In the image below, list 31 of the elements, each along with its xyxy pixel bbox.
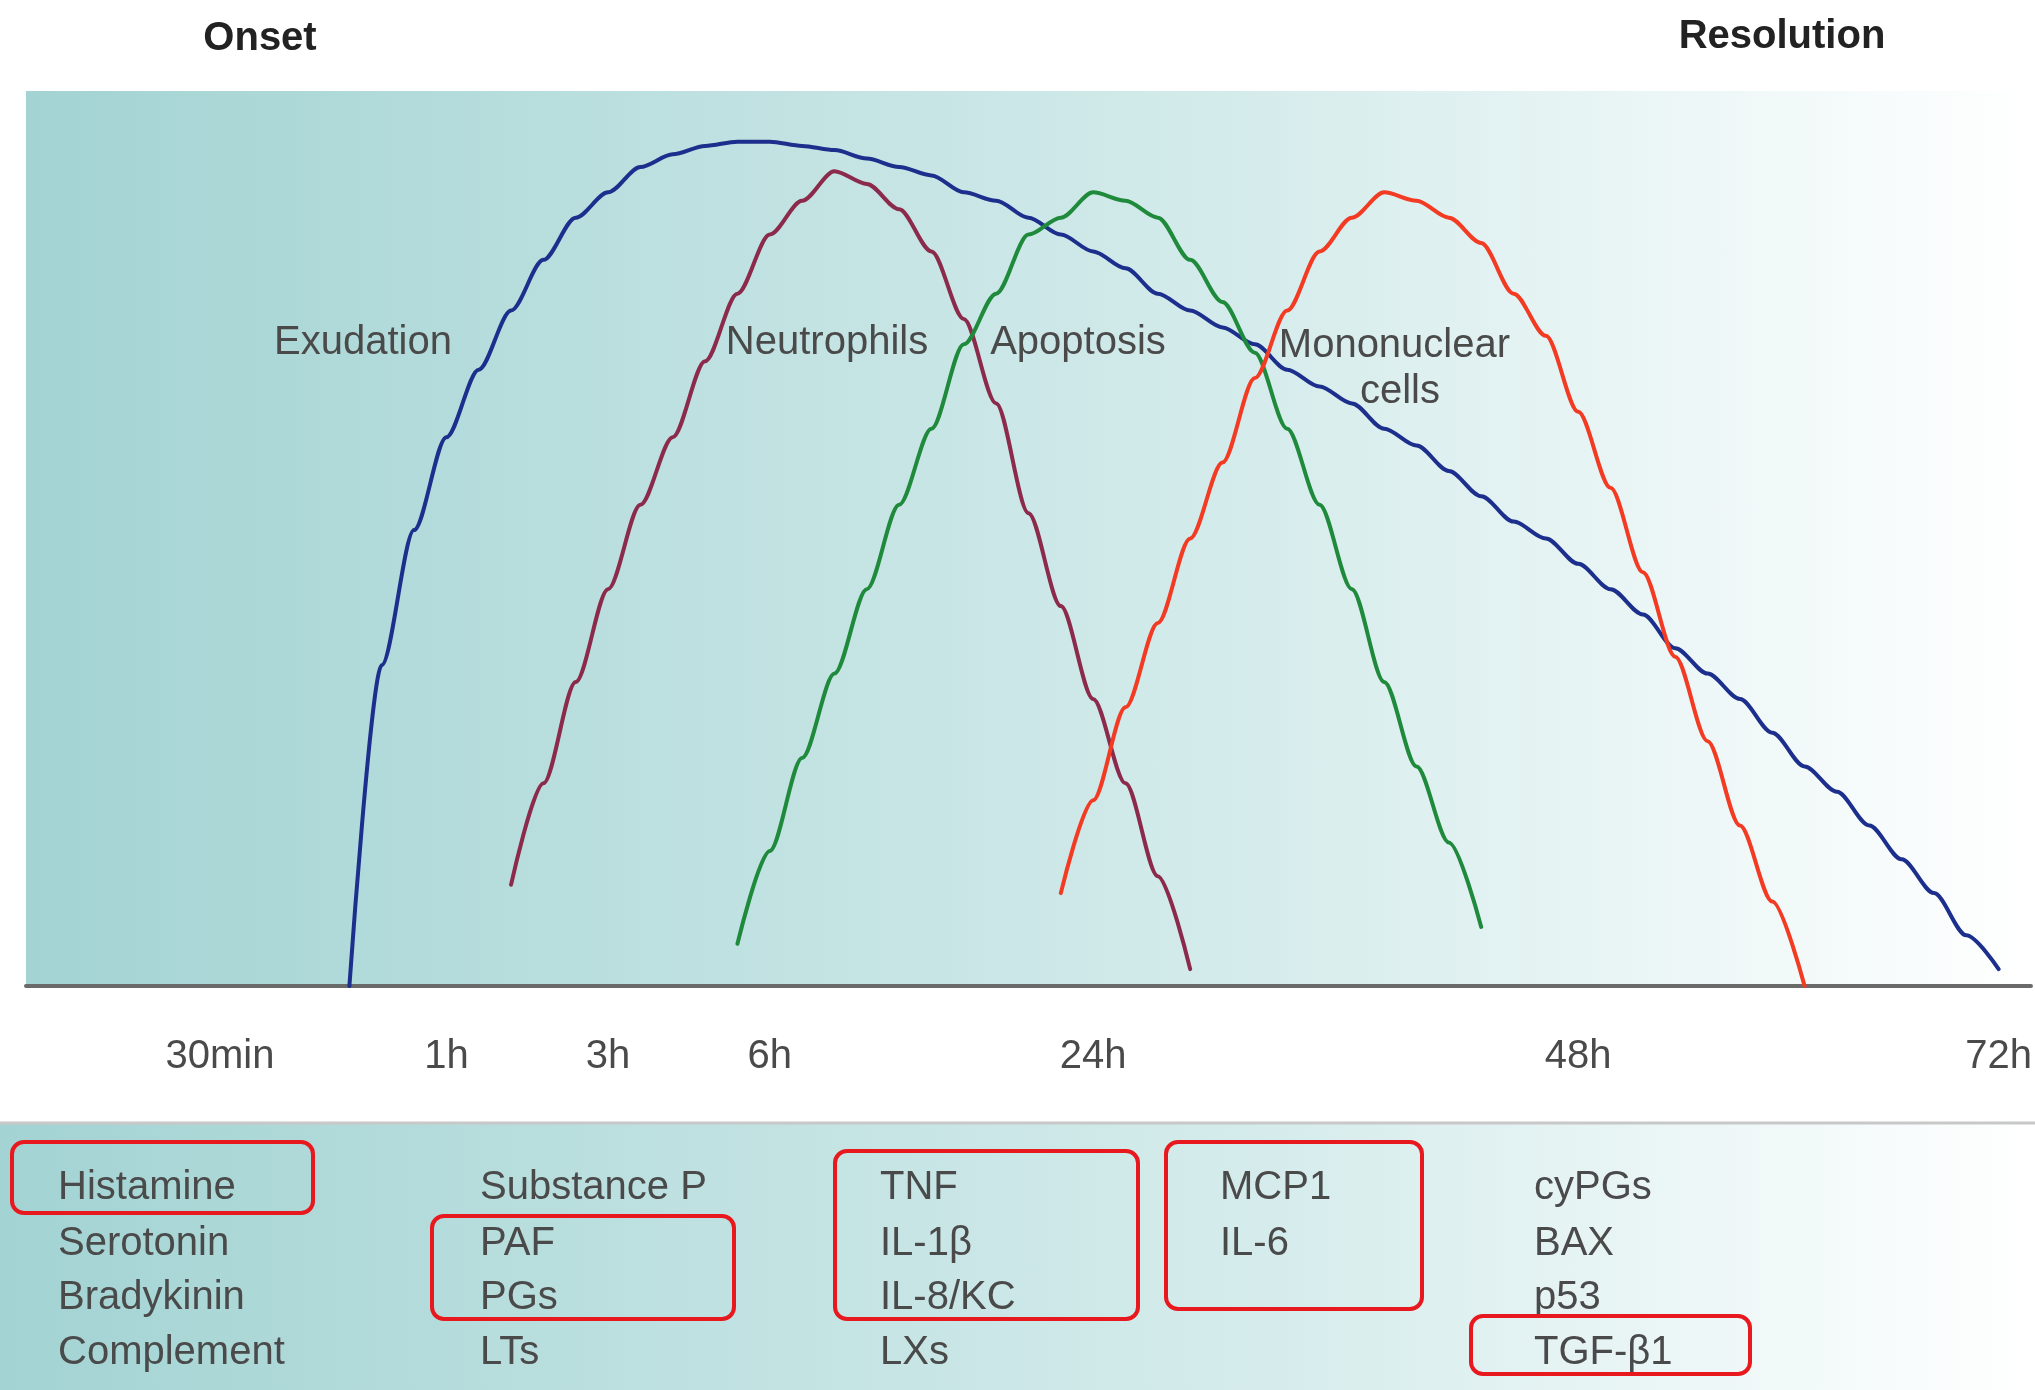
text: p53 <box>1534 1273 1601 1317</box>
text: Serotonin <box>58 1219 230 1263</box>
text: BAX <box>1534 1219 1615 1263</box>
text: Histamine <box>58 1163 236 1207</box>
text: Onset <box>203 14 317 58</box>
text: IL-1β <box>880 1219 972 1263</box>
series-label: Exudation <box>274 318 452 362</box>
x-tick-label: 3h <box>585 1032 631 1076</box>
text: TGF-β1 <box>1534 1328 1673 1372</box>
text: TNF <box>880 1163 958 1207</box>
series-label: Neutrophils <box>725 318 929 362</box>
text: cyPGs <box>1534 1163 1652 1207</box>
text: Substance P <box>480 1163 707 1207</box>
x-tick-label: 48h <box>1544 1032 1612 1076</box>
x-tick-label: 1h <box>424 1032 469 1076</box>
series-label: Apoptosis <box>990 318 1166 362</box>
text: LTs <box>480 1328 540 1372</box>
x-tick-label: 30min <box>165 1032 275 1076</box>
text: Bradykinin <box>58 1273 245 1317</box>
x-tick-label: 6h <box>747 1032 793 1076</box>
text: IL-8/KC <box>880 1273 1016 1317</box>
text: Resolution <box>1678 12 1886 56</box>
x-tick-label: 24h <box>1059 1032 1127 1076</box>
text: LXs <box>880 1328 949 1372</box>
text: PGs <box>480 1273 558 1317</box>
text: Complement <box>58 1328 285 1372</box>
text: MCP1 <box>1220 1163 1332 1207</box>
x-tick-label: 72h <box>1965 1032 2033 1076</box>
series-label: Mononuclear cells <box>1278 321 1522 411</box>
text: PAF <box>480 1219 555 1263</box>
text: IL-6 <box>1220 1219 1289 1263</box>
